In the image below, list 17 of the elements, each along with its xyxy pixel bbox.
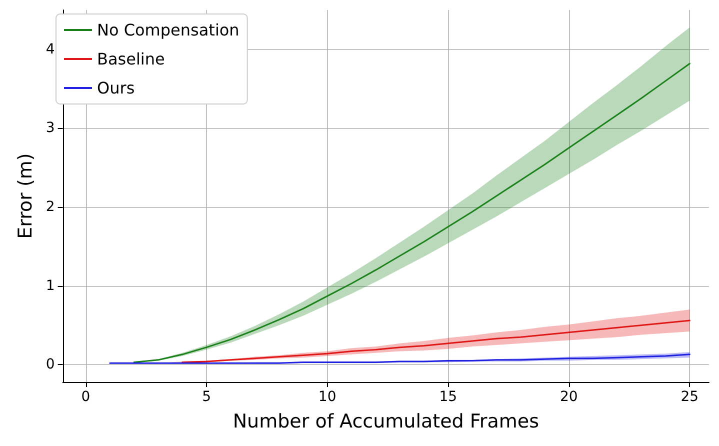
legend-label: No Compensation [97, 20, 240, 40]
y-tick-label: 3 [46, 120, 55, 136]
x-tick-label: 25 [680, 389, 699, 405]
x-tick-label: 5 [202, 389, 211, 405]
y-tick-label: 1 [46, 278, 55, 294]
y-axis-title: Error (m) [14, 153, 36, 239]
y-tick-label: 4 [46, 41, 55, 58]
x-tick-label: 10 [318, 389, 336, 405]
line-series [182, 320, 690, 364]
x-tick-label: 15 [439, 389, 458, 405]
y-tick-label: 2 [46, 199, 55, 216]
x-tick-label: 0 [81, 389, 90, 405]
legend-label: Ours [97, 78, 135, 98]
legend-label: Baseline [97, 50, 165, 68]
y-tick-label: 0 [46, 356, 55, 373]
x-tick-label: 20 [560, 389, 578, 405]
x-axis-title: Number of Accumulated Frames [232, 410, 539, 432]
